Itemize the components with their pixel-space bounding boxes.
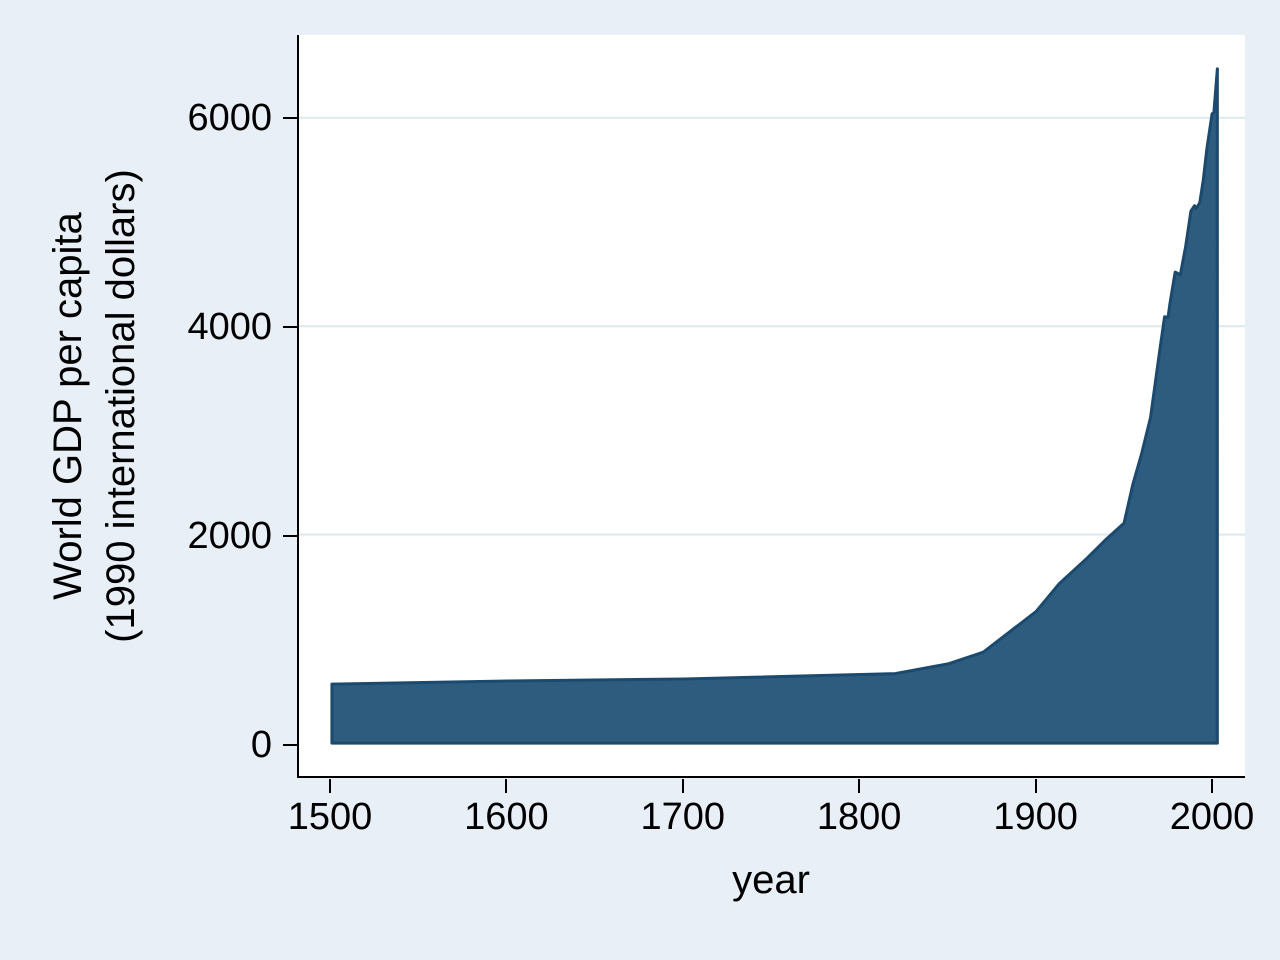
x-tick-label: 1800 <box>816 796 902 838</box>
x-tick-label: 1600 <box>464 796 549 838</box>
x-tick-mark <box>505 779 508 793</box>
y-axis-label-line1: World GDP per capita <box>46 212 91 600</box>
y-tick-label: 0 <box>250 724 272 766</box>
x-axis-label: year <box>732 858 810 902</box>
area-chart-svg <box>299 67 1245 745</box>
plot-area <box>297 35 1245 778</box>
gdp-area-series <box>330 67 1219 745</box>
y-axis-label-line2: (1990 international dollars) <box>99 169 143 643</box>
y-tick-label: 6000 <box>187 97 272 139</box>
x-tick-mark <box>329 779 331 793</box>
x-tick-label: 2000 <box>1169 796 1255 838</box>
x-tick-label: 1900 <box>993 796 1078 838</box>
y-tick-label: 2000 <box>187 515 272 557</box>
x-tick-mark <box>1211 779 1213 793</box>
x-tick-mark <box>858 779 861 793</box>
x-tick-label: 1500 <box>287 796 373 838</box>
y-tick-label: 4000 <box>187 306 272 348</box>
x-tick-mark <box>1034 779 1037 793</box>
y-tick-mark <box>283 326 297 328</box>
x-tick-mark <box>681 779 684 793</box>
x-tick-label: 1700 <box>640 796 726 838</box>
y-tick-mark <box>283 117 297 119</box>
y-tick-mark <box>283 744 297 746</box>
y-tick-mark <box>283 535 297 537</box>
y-axis-label: World GDP per capita (1990 international… <box>42 169 148 643</box>
